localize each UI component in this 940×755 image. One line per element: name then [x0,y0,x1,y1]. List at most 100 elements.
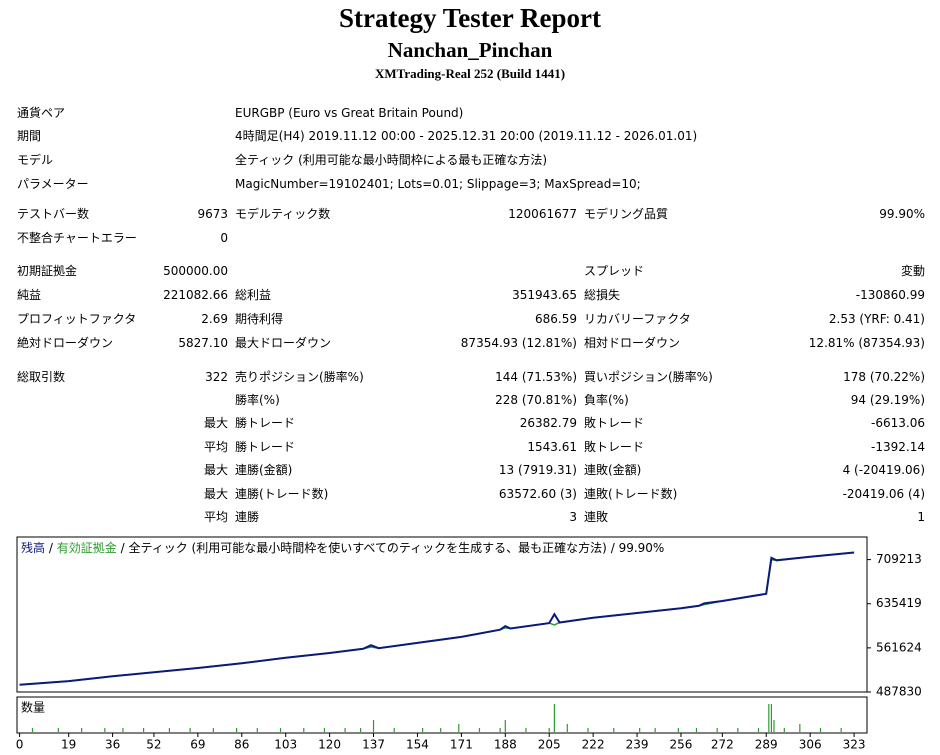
x-tick-label: 323 [843,738,866,752]
cell-value: 9673 [197,207,228,221]
report-build: XMTrading-Real 252 (Build 1441) [374,66,566,81]
cell-label: 連敗(トレード数) [584,487,678,501]
report-title: Strategy Tester Report [339,3,601,33]
cell-label: 連敗 [584,510,609,524]
x-tick-label: 272 [711,738,734,752]
x-tick-label: 69 [190,738,205,752]
cell-label: スプレッド [584,264,645,278]
x-tick-label: 256 [670,738,693,752]
x-tick-label: 52 [146,738,161,752]
cell-label: テストバー数 [17,207,90,221]
series-line [19,551,855,686]
cell-label: 通貨ペア [17,106,66,120]
cell-label: 絶対ドローダウン [17,336,114,350]
cell-label: 初期証拠金 [17,264,78,278]
cell-label: モデリング品質 [584,207,669,221]
cell-label: 連敗(金額) [584,463,642,477]
cell-label: モデル [17,153,54,167]
cell-value: 1543.61 [527,440,577,454]
x-tick-label: 36 [105,738,120,752]
cell-value: 221082.66 [163,288,228,302]
cell-label: 相対ドローダウン [584,336,681,350]
cell-label: 勝トレード [235,416,296,430]
y-tick-label: 635419 [876,596,922,610]
cell-label: 全ティック (利用可能な最小時間枠による最も正確な方法) [235,153,548,167]
cell-label: 敗トレード [584,416,645,430]
cell-label: 勝率(%) [235,393,280,407]
legend-entry: 有効証拠金 [57,540,117,555]
cell-label: 総利益 [235,288,272,302]
x-tick-label: 222 [582,738,605,752]
cell-label: プロフィットファクタ [17,312,137,326]
volume-frame [16,696,868,734]
cell-value: 144 (71.53%) [495,370,577,384]
cell-label: モデルティック数 [235,207,331,221]
cell-value: 3 [569,510,577,524]
cell-value: 120061677 [508,207,577,221]
x-tick-label: 0 [16,738,24,752]
cell-value: -130860.99 [855,288,925,302]
cell-label: 売りポジション(勝率%) [235,370,364,384]
cell-label: 期間 [17,129,42,143]
y-tick-label: 709213 [876,552,922,566]
cell-value: 最大 [203,463,228,477]
cell-label: リカバリーファクタ [584,312,691,326]
cell-value: -1392.14 [871,440,925,454]
cell-value: 13 (7919.31) [498,463,577,477]
y-tick-label: 561624 [876,640,922,654]
cell-value: 26382.79 [519,416,577,430]
x-tick-label: 239 [626,738,649,752]
cell-label: 4時間足(H4) 2019.11.12 00:00 - 2025.12.31 2… [235,129,698,143]
cell-label: 不整合チャートエラー [17,231,137,245]
legend-quality: 99.90% [619,541,665,555]
cell-value: -20419.06 (4) [842,487,925,501]
cell-value: 平均 [203,440,228,454]
legend-separator: / [49,541,54,555]
cell-value: 0 [220,231,228,245]
cell-value: 5827.10 [178,336,228,350]
cell-label: 連勝 [235,510,260,524]
volume-label: 数量 [21,700,45,715]
legend-separator: / [121,541,126,555]
x-tick-label: 171 [450,738,473,752]
cell-value: 87354.93 (12.81%) [460,336,577,350]
cell-value: 12.81% (87354.93) [808,336,925,350]
x-tick-label: 289 [755,738,778,752]
x-tick-label: 86 [234,738,249,752]
x-tick-label: 205 [538,738,561,752]
x-tick-label: 137 [362,738,385,752]
x-tick-label: 19 [61,738,76,752]
x-tick-label: 120 [318,738,341,752]
cell-value: 94 (29.19%) [850,393,925,407]
cell-label: 敗トレード [584,440,645,454]
cell-label: EURGBP (Euro vs Great Britain Pound) [235,106,464,120]
legend-separator: / [611,541,616,555]
report-subtitle: Nanchan_Pinchan [387,38,553,62]
cell-value: 変動 [900,264,925,278]
cell-value: 1 [917,510,925,524]
cell-label: 期待利得 [235,312,284,326]
cell-value: 686.59 [535,312,577,326]
cell-label: 負率(%) [584,393,629,407]
legend: 残高 / 有効証拠金 / 全ティック (利用可能な最小時間枠を使いすべてのティッ… [21,540,664,555]
x-tick-label: 306 [799,738,822,752]
balance-chart: 487830 561624 635419 709213 0 19 36 52 69 86 103 12… [16,536,922,752]
plot-frame [16,536,868,693]
cell-label: 連勝(金額) [235,463,293,477]
cell-value: 322 [205,370,228,384]
cell-value: 最大 [203,487,228,501]
legend-caption: 全ティック (利用可能な最小時間枠を使いすべてのティックを生成する、最も正確な方… [128,540,606,555]
cell-value: 500000.00 [163,264,228,278]
cell-value: 2.53 (YRF: 0.41) [828,312,925,326]
legend-entry: 残高 [21,540,45,555]
cell-value: 178 (70.22%) [843,370,925,384]
cell-value: 2.69 [201,312,228,326]
cell-label: 連勝(トレード数) [235,487,329,501]
cell-value: 228 (70.81%) [495,393,577,407]
cell-label: 勝トレード [235,440,296,454]
cell-value: 4 (-20419.06) [842,463,925,477]
x-tick-label: 188 [494,738,517,752]
cell-value: -6613.06 [871,416,925,430]
cell-value: 99.90% [879,207,925,221]
